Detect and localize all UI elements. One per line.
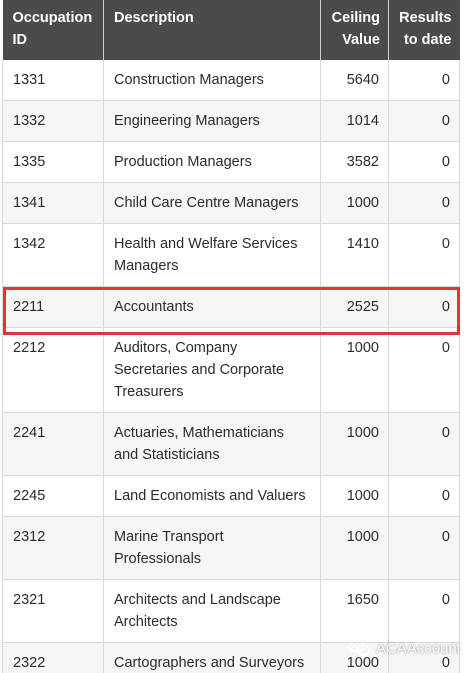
cell-ceiling-value: 2525 (320, 286, 389, 328)
cell-results-to-date: 0 (388, 579, 460, 643)
cell-description: Health and Welfare Services Managers (103, 223, 321, 287)
cell-occupation-id: 1342 (2, 223, 104, 287)
table-row: 2322 Cartographers and Surveyors 1000 0 (2, 642, 460, 673)
cell-description: Child Care Centre Managers (103, 182, 321, 224)
table-row: 2241 Actuaries, Mathematicians and Stati… (2, 412, 460, 476)
cell-occupation-id: 2212 (2, 327, 104, 413)
table-row: 2212 Auditors, Company Secretaries and C… (2, 327, 460, 413)
table-row: 1342 Health and Welfare Services Manager… (2, 223, 460, 287)
watermark: ACAAccount (349, 639, 461, 657)
cell-ceiling-value: 1000 (320, 327, 389, 413)
cell-results-to-date: 0 (388, 475, 460, 517)
cell-occupation-id: 1341 (2, 182, 104, 224)
cell-occupation-id: 2322 (2, 642, 104, 673)
table-header: Occupation ID Description Ceiling Value … (2, 0, 460, 60)
cell-ceiling-value: 1000 (320, 182, 389, 224)
cell-occupation-id: 2241 (2, 412, 104, 476)
cell-description: Production Managers (103, 141, 321, 183)
table-row: 2245 Land Economists and Valuers 1000 0 (2, 475, 460, 517)
cell-description: Auditors, Company Secretaries and Corpor… (103, 327, 321, 413)
cell-results-to-date: 0 (388, 182, 460, 224)
cell-description: Actuaries, Mathematicians and Statistici… (103, 412, 321, 476)
cell-occupation-id: 1331 (2, 60, 104, 101)
column-header-results-to-date[interactable]: Results to date (388, 0, 460, 60)
table-row-highlighted: 2211 Accountants 2525 0 (2, 286, 460, 328)
table-row: 1331 Construction Managers 5640 0 (2, 60, 460, 101)
cell-results-to-date: 0 (388, 412, 460, 476)
cell-results-to-date: 0 (388, 60, 460, 101)
occupation-ceiling-table: Occupation ID Description Ceiling Value … (2, 0, 460, 673)
table-row: 2312 Marine Transport Professionals 1000… (2, 516, 460, 580)
cell-results-to-date: 0 (388, 141, 460, 183)
cell-results-to-date: 0 (388, 223, 460, 287)
table-body: 1331 Construction Managers 5640 0 1332 E… (2, 60, 460, 673)
watermark-text: ACAAccount (375, 639, 461, 657)
cell-occupation-id: 1335 (2, 141, 104, 183)
cell-ceiling-value: 1000 (320, 475, 389, 517)
cell-ceiling-value: 1014 (320, 100, 389, 142)
header-row: Occupation ID Description Ceiling Value … (2, 0, 460, 60)
cell-results-to-date: 0 (388, 642, 460, 673)
cell-results-to-date: 0 (388, 327, 460, 413)
cell-ceiling-value: 1000 (320, 412, 389, 476)
table-row: 1341 Child Care Centre Managers 1000 0 (2, 182, 460, 224)
cell-results-to-date: 0 (388, 516, 460, 580)
table-row: 2321 Architects and Landscape Architects… (2, 579, 460, 643)
cell-ceiling-value: 3582 (320, 141, 389, 183)
cell-occupation-id: 2245 (2, 475, 104, 517)
table-row: 1335 Production Managers 3582 0 (2, 141, 460, 183)
column-header-occupation-id[interactable]: Occupation ID (2, 0, 104, 60)
cell-description: Marine Transport Professionals (103, 516, 321, 580)
table-row: 1332 Engineering Managers 1014 0 (2, 100, 460, 142)
cell-description: Architects and Landscape Architects (103, 579, 321, 643)
cell-ceiling-value: 5640 (320, 60, 389, 101)
cell-ceiling-value: 1410 (320, 223, 389, 287)
cell-occupation-id: 1332 (2, 100, 104, 142)
cell-results-to-date: 0 (388, 286, 460, 328)
cell-ceiling-value: 1000 (320, 642, 389, 673)
cell-description: Construction Managers (103, 60, 321, 101)
cell-description: Accountants (103, 286, 321, 328)
column-header-description[interactable]: Description (103, 0, 321, 60)
cell-occupation-id: 2312 (2, 516, 104, 580)
column-header-ceiling-value[interactable]: Ceiling Value (320, 0, 389, 60)
cell-ceiling-value: 1000 (320, 516, 389, 580)
wechat-icon (349, 639, 371, 657)
cell-description: Engineering Managers (103, 100, 321, 142)
cell-ceiling-value: 1650 (320, 579, 389, 643)
cell-occupation-id: 2211 (2, 286, 104, 328)
cell-results-to-date: 0 (388, 100, 460, 142)
cell-description: Land Economists and Valuers (103, 475, 321, 517)
cell-description: Cartographers and Surveyors (103, 642, 321, 673)
cell-occupation-id: 2321 (2, 579, 104, 643)
